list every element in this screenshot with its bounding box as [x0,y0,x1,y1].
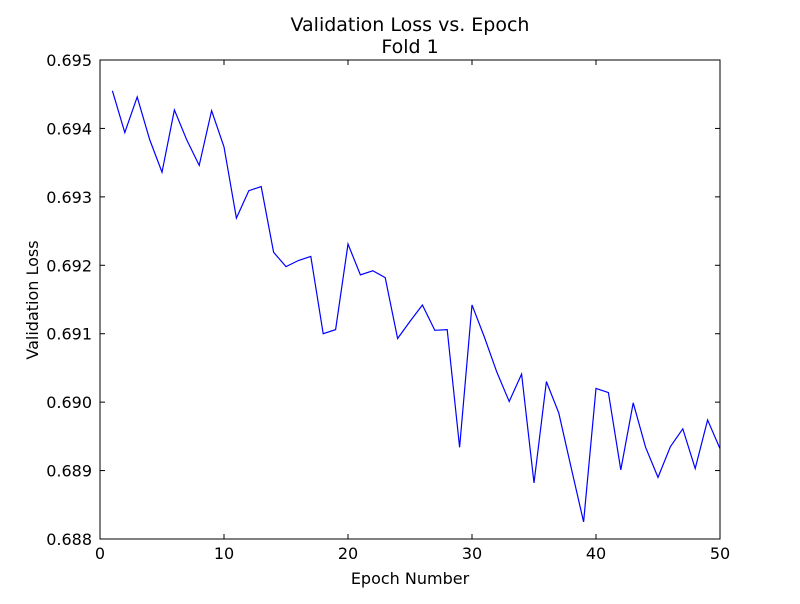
x-tick-label: 10 [214,544,234,563]
x-tick-label: 0 [95,544,105,563]
chart-subtitle: Fold 1 [381,36,438,58]
y-tick-label: 0.689 [46,462,92,481]
series-line [111,90,721,523]
x-axis-label: Epoch Number [351,569,470,588]
y-tick-label: 0.692 [46,256,92,275]
y-tick-label: 0.694 [46,119,92,138]
chart-title: Validation Loss vs. Epoch [291,14,530,36]
y-tick-label: 0.695 [46,51,92,70]
plot-frame [99,59,721,540]
axis-ticks: 0 10 20 30 40 50 0.688 0.689 0.690 0.691 0.692 0.69… [46,51,730,563]
x-tick-label: 20 [338,544,358,563]
x-tick-label: 50 [710,544,730,563]
y-tick-label: 0.691 [46,325,92,344]
y-axis-label: Validation Loss [23,240,42,359]
series-layer [111,90,721,523]
y-tick-label: 0.693 [46,188,92,207]
y-tick-label: 0.688 [46,530,92,549]
y-tick-label: 0.690 [46,393,92,412]
x-tick-label: 40 [586,544,606,563]
x-tick-label: 30 [462,544,482,563]
